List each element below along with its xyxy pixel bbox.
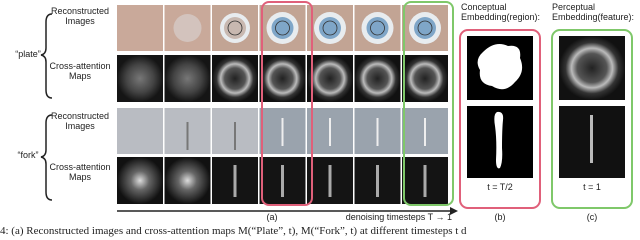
- reconstructed-image: [117, 5, 163, 51]
- plate-center: [370, 20, 385, 36]
- plate-center: [275, 20, 290, 36]
- brace: [40, 13, 53, 99]
- panel-label: (a): [267, 212, 278, 222]
- fork: [329, 118, 331, 146]
- plate-rim: [224, 17, 246, 39]
- attention-map: [354, 55, 401, 102]
- image-grid: [117, 5, 448, 204]
- fork: [424, 118, 426, 146]
- plate-center: [227, 20, 243, 36]
- plate-center: [322, 20, 338, 36]
- attention-stroke: [376, 165, 379, 197]
- plate: [173, 14, 202, 42]
- attention-stroke: [233, 165, 237, 197]
- attention-map: [164, 157, 211, 204]
- panel-title: Perceptual Embedding(feature):: [552, 2, 634, 22]
- panel-box: [551, 29, 633, 209]
- attention-map: [117, 157, 163, 204]
- attention-stroke: [328, 165, 332, 197]
- time-label: t = T/2: [487, 182, 513, 192]
- reconstructed-image: [117, 108, 163, 154]
- axis-label: denoising timesteps T → 1: [346, 212, 452, 222]
- time-label: t = 1: [583, 182, 601, 192]
- attention-stroke: [281, 165, 284, 197]
- highlight-box: [261, 1, 313, 206]
- fork: [186, 122, 189, 150]
- attention-map: [307, 55, 353, 102]
- brace: [40, 114, 53, 201]
- mask-fork: [494, 111, 504, 169]
- plate-rim: [319, 17, 341, 39]
- panel-box: [459, 29, 541, 209]
- panel-title: Conceptual Embedding(region):: [461, 2, 540, 22]
- panel-label: (c): [587, 212, 598, 222]
- mask-blob: [477, 44, 523, 90]
- row-label: Reconstructed Images: [51, 111, 109, 131]
- object-label: “fork”: [18, 150, 39, 160]
- feature-stroke: [590, 115, 593, 163]
- attention-map: [259, 55, 306, 102]
- row-label: Cross-attention Maps: [49, 61, 110, 81]
- feature-map: [559, 36, 625, 100]
- object-label: “plate”: [15, 49, 41, 59]
- plate-rim: [414, 17, 436, 39]
- attention-map: [164, 55, 211, 102]
- arrow-head: [450, 207, 458, 215]
- attention-map: [402, 55, 448, 102]
- highlight-box: [403, 1, 454, 206]
- plate-rim: [366, 17, 389, 39]
- caption: 4: (a) Reconstructed images and cross-at…: [0, 225, 467, 237]
- fork: [234, 122, 236, 150]
- fork: [281, 118, 284, 146]
- panel-label: (b): [495, 212, 506, 222]
- plate-rim: [271, 17, 294, 39]
- attention-map: [212, 55, 258, 102]
- plate-center: [417, 20, 433, 36]
- attention-map: [117, 55, 163, 102]
- row-label: Reconstructed Images: [51, 6, 109, 26]
- row-label: Cross-attention Maps: [49, 162, 110, 182]
- attention-stroke: [423, 165, 427, 197]
- fork: [376, 118, 379, 146]
